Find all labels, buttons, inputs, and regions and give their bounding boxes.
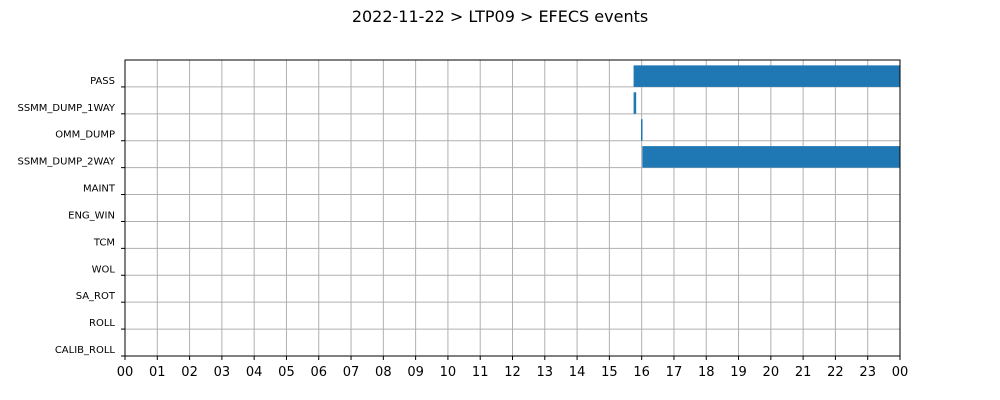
x-tick-label: 14 <box>569 365 586 380</box>
x-tick-label: 23 <box>859 365 876 380</box>
x-tick-label: 12 <box>504 365 521 380</box>
event-bar-pass <box>633 65 900 87</box>
event-bar-ssmm-dump-2way <box>642 146 900 168</box>
y-tick-label: MAINT <box>83 184 116 195</box>
y-tick-label: SSMM_DUMP_1WAY <box>17 103 115 114</box>
x-tick-label: 03 <box>214 365 231 380</box>
chart-title: 2022-11-22 > LTP09 > EFECS events <box>352 7 648 26</box>
x-tick-label: 19 <box>730 365 747 380</box>
x-tick-label: 08 <box>375 365 392 380</box>
y-axis: PASS SSMM_DUMP_1WAY OMM_DUMP SSMM_DUMP_2WAY… <box>17 76 125 357</box>
x-tick-label: 15 <box>601 365 618 380</box>
x-tick-label: 18 <box>698 365 715 380</box>
x-tick-label: 10 <box>440 365 457 380</box>
x-tick-label: 00 <box>892 365 909 380</box>
x-tick-label: 01 <box>149 365 166 380</box>
x-tick-label: 13 <box>537 365 554 380</box>
y-tick-label: PASS <box>90 76 115 87</box>
y-tick-label: SA_ROT <box>76 291 116 302</box>
event-bar-omm-dump <box>641 119 643 141</box>
x-tick-label: 06 <box>310 365 327 380</box>
x-tick-label: 09 <box>407 365 424 380</box>
event-bar-ssmm-dump-1way <box>633 92 637 114</box>
y-tick-label: ENG_WIN <box>68 210 115 221</box>
y-tick-label: CALIB_ROLL <box>55 345 116 356</box>
bar-layer <box>633 65 900 168</box>
x-tick-label: 21 <box>795 365 812 380</box>
y-tick-label: WOL <box>92 264 116 275</box>
x-tick-label: 16 <box>633 365 650 380</box>
x-tick-label: 17 <box>666 365 683 380</box>
x-tick-label: 11 <box>472 365 489 380</box>
x-tick-label: 02 <box>181 365 198 380</box>
x-axis: 00 01 02 03 04 05 06 07 08 09 10 11 12 13 14 15 16 17 18 19… <box>117 356 909 380</box>
x-tick-label: 20 <box>763 365 780 380</box>
x-tick-label: 22 <box>827 365 844 380</box>
y-tick-label: OMM_DUMP <box>55 130 115 141</box>
y-tick-label: ROLL <box>89 318 115 329</box>
y-tick-label: TCM <box>93 237 115 248</box>
x-tick-label: 07 <box>343 365 360 380</box>
x-tick-label: 05 <box>278 365 295 380</box>
x-tick-label: 00 <box>117 365 134 380</box>
grid-layer <box>124 60 901 357</box>
x-tick-label: 04 <box>246 365 263 380</box>
y-tick-label: SSMM_DUMP_2WAY <box>17 157 115 168</box>
